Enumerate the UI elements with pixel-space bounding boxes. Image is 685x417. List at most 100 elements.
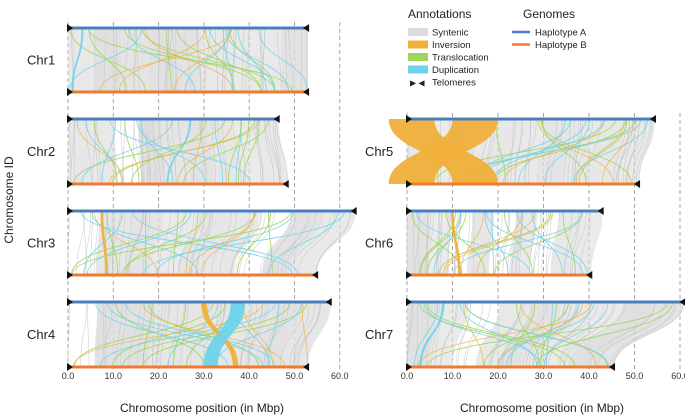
syntenic-link <box>133 27 136 93</box>
duplication-link <box>81 118 173 185</box>
syntenic-link <box>246 301 267 368</box>
syntenic-block <box>281 302 331 367</box>
telomere-marker <box>406 298 412 306</box>
syntenic-link <box>158 27 161 93</box>
syntenic-link <box>67 301 70 368</box>
duplication-link <box>222 27 234 93</box>
inversion-link <box>463 301 484 368</box>
syntenic-link <box>438 210 440 276</box>
translocation-link <box>536 301 674 368</box>
translocation-link <box>515 301 540 368</box>
syntenic-link <box>440 301 459 368</box>
syntenic-link <box>510 118 514 185</box>
syntenic-link <box>612 301 677 368</box>
inversion-link <box>497 301 584 368</box>
syntenic-link <box>133 118 142 185</box>
syntenic-link <box>70 118 75 185</box>
syntenic-link <box>196 27 202 93</box>
duplication-link <box>543 301 609 368</box>
syntenic-link <box>550 118 563 185</box>
syntenic-link <box>609 301 675 368</box>
x-tick-label: 30.0 <box>195 371 213 381</box>
duplication-block <box>166 119 192 184</box>
inversion-link <box>144 27 233 93</box>
inversion-link <box>98 27 233 93</box>
inversion-link <box>417 301 593 368</box>
translocation-link <box>165 27 172 93</box>
syntenic-link <box>151 301 155 368</box>
syntenic-link <box>238 210 266 276</box>
duplication-block <box>71 28 84 92</box>
translocation-link <box>492 118 627 185</box>
translocation-link <box>71 210 292 276</box>
panel-chr3: Chr3 <box>27 207 357 279</box>
syntenic-link <box>617 118 631 185</box>
x-tick-label: 20.0 <box>489 371 507 381</box>
x-tick-label: 40.0 <box>240 371 258 381</box>
x-tick-label: 10.0 <box>444 371 462 381</box>
syntenic-link <box>137 301 146 368</box>
translocation-link <box>183 118 269 185</box>
duplication-link <box>433 210 462 276</box>
duplication-link <box>518 118 566 185</box>
genome-legend-label: Haplotype B <box>535 40 587 51</box>
inversion-block <box>388 119 498 184</box>
x-tick-label: 0.0 <box>401 371 414 381</box>
syntenic-link <box>440 210 443 276</box>
inversion-link <box>476 210 523 276</box>
syntenic-link <box>426 301 429 368</box>
translocation-link <box>88 27 293 93</box>
inversion-link <box>502 118 605 185</box>
syntenic-link <box>211 118 216 185</box>
duplication-link <box>544 118 590 185</box>
syntenic-link <box>298 301 321 368</box>
translocation-link <box>540 301 557 368</box>
syntenic-link <box>525 118 532 185</box>
translocation-link <box>243 118 260 185</box>
syntenic-link <box>564 301 626 368</box>
syntenic-link <box>406 301 412 368</box>
telomere-marker <box>273 115 280 123</box>
inversion-link <box>460 210 485 276</box>
translocation-link <box>125 210 207 276</box>
syntenic-link <box>123 27 129 93</box>
syntenic-block <box>151 211 196 275</box>
telomere-marker <box>649 115 656 123</box>
duplication-link <box>140 118 174 185</box>
duplication-link <box>155 210 294 276</box>
syntenic-link <box>120 118 125 185</box>
syntenic-link <box>217 118 227 185</box>
syntenic-link <box>80 301 87 368</box>
syntenic-link <box>243 210 275 276</box>
syntenic-link <box>140 118 144 185</box>
chromosome-panels: Chr1 Chr2 Chr3 Chr4 Chr5 Chr6 Chr7 <box>27 24 685 371</box>
x-tick-label: 50.0 <box>626 371 644 381</box>
syntenic-link <box>73 118 76 185</box>
x-tick-label: 10.0 <box>105 371 123 381</box>
syntenic-link <box>436 210 442 276</box>
syntenic-link <box>267 210 297 276</box>
translocation-link <box>148 301 259 368</box>
telomere-marker <box>406 271 412 279</box>
translocation-link <box>578 118 628 185</box>
panel-chr1: Chr1 <box>27 24 310 96</box>
duplication-link <box>95 301 229 368</box>
duplication-link <box>142 210 346 276</box>
telomere-marker <box>67 363 73 371</box>
chromosome-label: Chr6 <box>365 236 393 251</box>
telomere-marker <box>67 24 73 32</box>
duplication-link <box>106 301 264 368</box>
syntenic-link <box>67 210 70 276</box>
y-axis-title: Chromosome ID <box>2 156 16 244</box>
syntenic-link <box>315 210 351 276</box>
genomes-legend-title: Genomes <box>523 7 575 21</box>
chromosome-label: Chr3 <box>27 236 55 251</box>
syntenic-block <box>568 302 654 367</box>
duplication-link <box>531 210 563 276</box>
telomere-marker <box>303 24 310 32</box>
syntenic-link <box>84 210 92 276</box>
inversion-link <box>200 210 255 276</box>
translocation-link <box>562 210 576 276</box>
syntenic-link <box>240 301 252 368</box>
